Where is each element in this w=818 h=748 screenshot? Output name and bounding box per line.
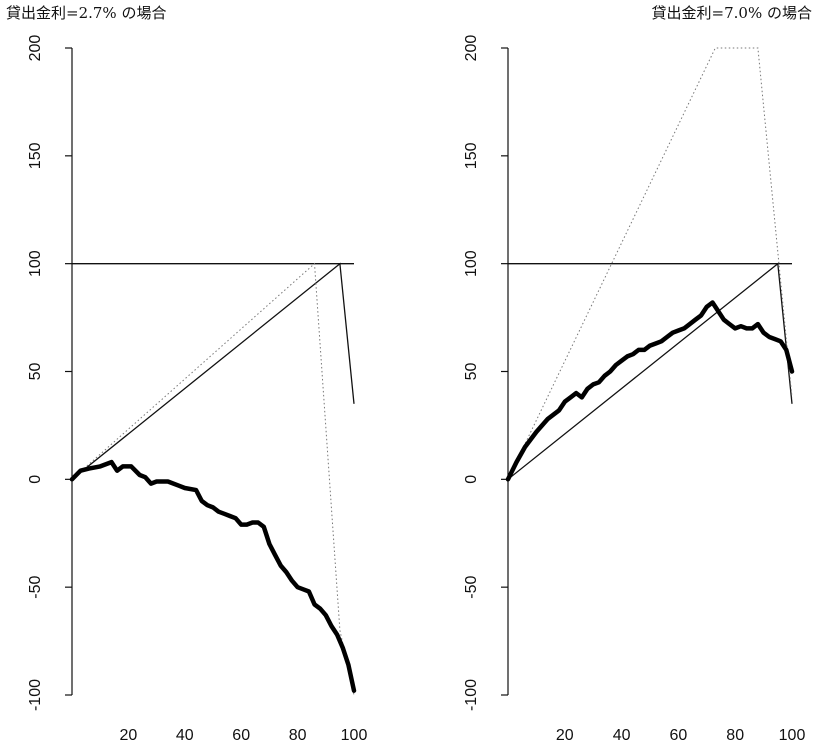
series-line-0-0 [71,262,355,480]
y-tick-label-1-4: 100 [463,250,480,277]
y-tick-label-0-4: 100 [27,250,44,277]
y-tick-label-0-3: 50 [27,363,44,381]
y-tick-label-0-5: 150 [27,142,44,169]
series-line-1-2 [507,47,793,480]
x-tick-label-1-3: 80 [726,727,744,744]
chart-title-right: 貸出金利=7.0% の場合 [651,4,812,22]
y-tick-label-0-6: 200 [27,35,44,62]
y-tick-label-1-0: -100 [463,679,480,711]
x-tick-label-0-2: 60 [232,727,250,744]
x-tick-label-0-1: 40 [176,727,194,744]
x-tick-label-1-2: 60 [670,727,688,744]
y-tick-label-0-0: -100 [27,679,44,711]
series-line-0-3 [69,459,357,693]
series-line-1-0 [507,262,793,480]
y-tick-label-1-3: 50 [463,363,480,381]
y-tick-label-1-6: 200 [463,35,480,62]
x-tick-label-1-0: 20 [556,727,574,744]
y-tick-label-1-1: -50 [463,576,480,599]
y-tick-label-0-1: -50 [27,576,44,599]
x-tick-label-0-4: 100 [341,727,368,744]
series-line-0-2 [71,262,355,696]
x-tick-label-0-0: 20 [120,727,138,744]
x-tick-label-1-4: 100 [779,727,806,744]
series-line-1-3 [505,300,795,482]
x-tick-label-1-1: 40 [613,727,631,744]
y-tick-label-1-2: 0 [463,475,480,484]
chart-title-left: 貸出金利=2.7% の場合 [6,4,167,22]
x-tick-label-0-3: 80 [289,727,307,744]
y-tick-label-0-2: 0 [27,475,44,484]
y-tick-label-1-5: 150 [463,142,480,169]
